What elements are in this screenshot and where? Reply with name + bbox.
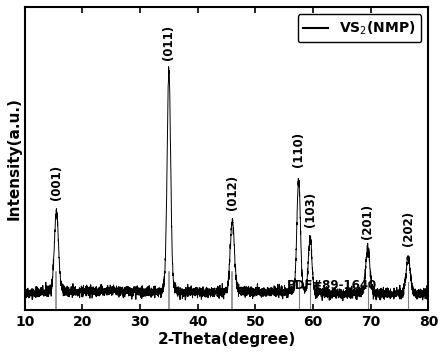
X-axis label: 2-Theta(degree): 2-Theta(degree) [158,332,295,347]
Text: (202): (202) [402,211,415,246]
Text: (012): (012) [226,175,239,210]
Text: (001): (001) [50,165,63,200]
Text: (011): (011) [162,24,175,59]
Text: (201): (201) [361,204,374,239]
Legend: VS$_2$(NMP): VS$_2$(NMP) [298,14,421,42]
Y-axis label: Intensity(a.u.): Intensity(a.u.) [7,97,22,220]
Text: (103): (103) [303,192,317,227]
Text: (110): (110) [292,132,305,167]
Text: PDF#89-1640: PDF#89-1640 [287,280,377,292]
